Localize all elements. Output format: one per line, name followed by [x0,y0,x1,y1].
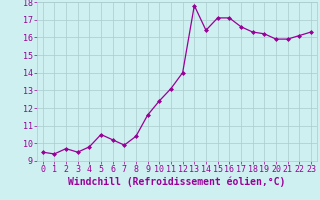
X-axis label: Windchill (Refroidissement éolien,°C): Windchill (Refroidissement éolien,°C) [68,177,285,187]
